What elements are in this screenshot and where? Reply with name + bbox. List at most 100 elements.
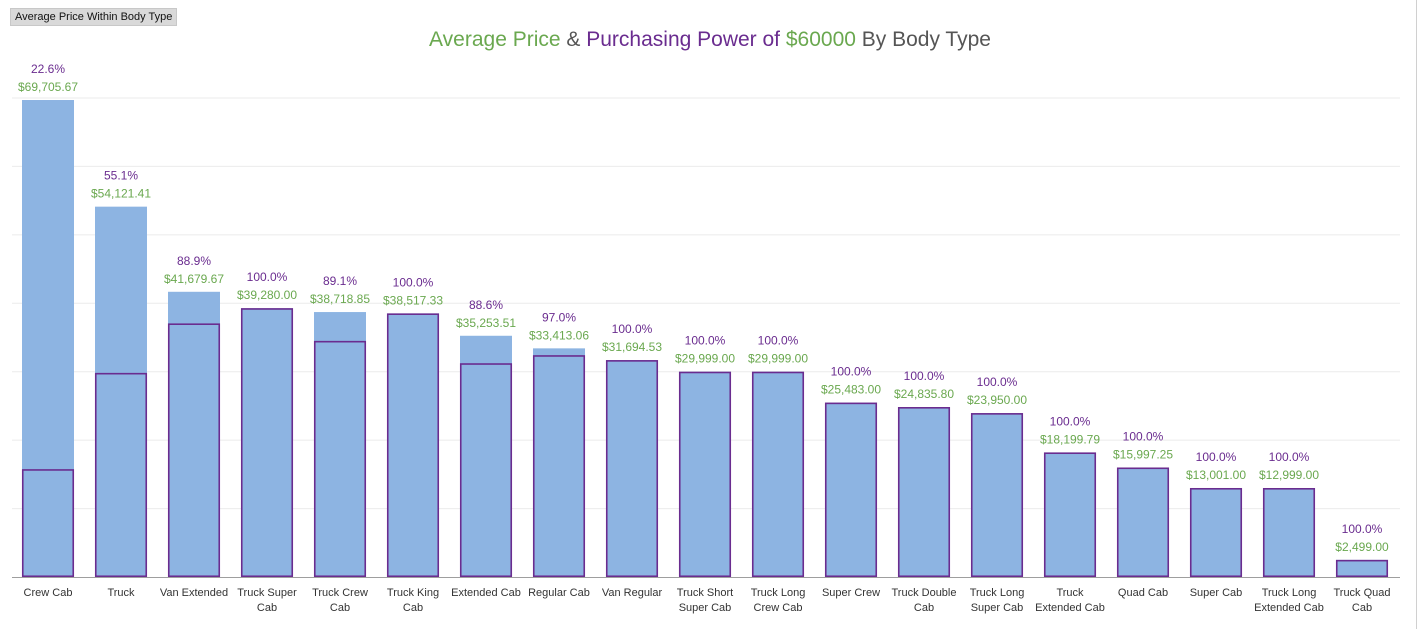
category-tick-label: Cab bbox=[330, 602, 350, 614]
purchasing-power-outline bbox=[751, 371, 805, 578]
category-tick-label: Truck Long bbox=[970, 587, 1025, 599]
purchasing-power-outline bbox=[1116, 467, 1170, 578]
sheet-tab-label[interactable]: Average Price Within Body Type bbox=[10, 8, 178, 26]
price-bar bbox=[1117, 467, 1169, 577]
category-tick-label: Truck Short bbox=[677, 587, 733, 599]
category-tick-label: Truck Super bbox=[237, 587, 297, 599]
purchasing-power-outline bbox=[1189, 487, 1243, 578]
purchasing-power-outline bbox=[386, 313, 440, 578]
price-bar bbox=[1263, 488, 1315, 577]
category-tick-label: Cab bbox=[257, 602, 277, 614]
price-data-label: $23,950.00 bbox=[967, 393, 1027, 407]
category-tick-label: Extended Cab bbox=[451, 587, 521, 599]
purchasing-power-outline bbox=[1043, 452, 1097, 578]
price-bar bbox=[22, 100, 74, 577]
price-data-label: $2,499.00 bbox=[1335, 540, 1389, 554]
percent-data-label: 100.0% bbox=[247, 270, 288, 284]
percent-data-label: 88.9% bbox=[177, 254, 211, 268]
price-data-label: $13,001.00 bbox=[1186, 468, 1246, 482]
price-data-label: $35,253.51 bbox=[456, 316, 516, 330]
price-bar bbox=[314, 312, 366, 577]
title-average-price: Average Price bbox=[429, 28, 561, 51]
percent-data-label: 22.6% bbox=[31, 62, 65, 76]
title-budget-amount: $60000 bbox=[785, 28, 856, 51]
percent-data-label: 100.0% bbox=[758, 334, 799, 348]
price-data-label: $12,999.00 bbox=[1259, 468, 1319, 482]
category-tick-label: Super Cab bbox=[679, 602, 732, 614]
purchasing-power-outline bbox=[240, 308, 294, 578]
purchasing-power-outline bbox=[1262, 487, 1316, 578]
percent-data-label: 100.0% bbox=[1342, 522, 1383, 536]
price-data-label: $38,517.33 bbox=[383, 293, 443, 307]
percent-data-label: 100.0% bbox=[393, 275, 434, 289]
percent-data-label: 97.0% bbox=[542, 310, 576, 324]
percent-data-label: 100.0% bbox=[612, 322, 653, 336]
price-bar bbox=[679, 371, 731, 577]
title-by-body-type: By Body Type bbox=[855, 28, 991, 51]
price-bar bbox=[1336, 559, 1388, 577]
price-data-label: $29,999.00 bbox=[748, 352, 808, 366]
price-data-label: $38,718.85 bbox=[310, 292, 370, 306]
category-tick-label: Van Regular bbox=[602, 587, 663, 599]
price-bar bbox=[971, 413, 1023, 577]
category-tick-label: Cab bbox=[1352, 602, 1372, 614]
category-tick-label: Truck Long bbox=[751, 587, 806, 599]
pane-divider bbox=[1416, 0, 1417, 629]
price-data-label: $33,413.06 bbox=[529, 328, 589, 342]
purchasing-power-outline bbox=[21, 469, 75, 578]
price-bar bbox=[898, 407, 950, 577]
percent-data-label: 100.0% bbox=[1050, 414, 1091, 428]
category-tick-label: Truck Double bbox=[891, 587, 956, 599]
price-data-label: $18,199.79 bbox=[1040, 432, 1100, 446]
category-tick-label: Super Crew bbox=[822, 587, 880, 599]
purchasing-power-outline bbox=[532, 355, 586, 578]
price-data-label: $41,679.67 bbox=[164, 272, 224, 286]
price-bar bbox=[752, 371, 804, 577]
purchasing-power-outline bbox=[970, 413, 1024, 578]
category-tick-label: Cab bbox=[914, 602, 934, 614]
purchasing-power-outline bbox=[1335, 559, 1389, 578]
category-tick-label: Truck King bbox=[387, 587, 439, 599]
purchasing-power-outline bbox=[459, 363, 513, 578]
percent-data-label: 100.0% bbox=[1123, 430, 1164, 444]
percent-data-label: 55.1% bbox=[104, 169, 138, 183]
category-tick-label: Crew Cab bbox=[754, 602, 803, 614]
price-bar bbox=[1190, 488, 1242, 577]
purchasing-power-outline bbox=[167, 323, 221, 578]
price-data-label: $29,999.00 bbox=[675, 352, 735, 366]
title-ampersand: & bbox=[560, 28, 587, 51]
percent-data-label: 88.6% bbox=[469, 298, 503, 312]
price-data-label: $24,835.80 bbox=[894, 387, 954, 401]
category-tick-label: Truck bbox=[107, 587, 135, 599]
percent-data-label: 100.0% bbox=[977, 375, 1018, 389]
price-data-label: $39,280.00 bbox=[237, 288, 297, 302]
purchasing-power-outline bbox=[897, 407, 951, 578]
category-tick-label: Truck Quad bbox=[1333, 587, 1390, 599]
percent-data-label: 100.0% bbox=[1196, 450, 1237, 464]
purchasing-power-outline bbox=[313, 340, 367, 578]
chart-title: Average Price & Purchasing Power of $600… bbox=[0, 28, 1420, 52]
category-tick-label: Regular Cab bbox=[528, 587, 590, 599]
category-tick-label: Super Cab bbox=[1190, 587, 1243, 599]
category-tick-label: Van Extended bbox=[160, 587, 228, 599]
price-data-label: $54,121.41 bbox=[91, 187, 151, 201]
price-bar bbox=[606, 360, 658, 577]
percent-data-label: 100.0% bbox=[685, 334, 726, 348]
price-data-label: $31,694.53 bbox=[602, 340, 662, 354]
purchasing-power-outline bbox=[605, 360, 659, 578]
percent-data-label: 100.0% bbox=[904, 369, 945, 383]
price-data-label: $25,483.00 bbox=[821, 383, 881, 397]
price-bar bbox=[1044, 452, 1096, 577]
category-tick-label: Extended Cab bbox=[1035, 602, 1105, 614]
price-bar bbox=[533, 348, 585, 577]
category-tick-label: Crew Cab bbox=[24, 587, 73, 599]
price-bar bbox=[241, 308, 293, 577]
category-tick-label: Super Cab bbox=[971, 602, 1024, 614]
percent-data-label: 100.0% bbox=[831, 365, 872, 379]
price-bar bbox=[825, 402, 877, 577]
category-tick-label: Truck bbox=[1056, 587, 1084, 599]
purchasing-power-outline bbox=[94, 372, 148, 578]
percent-data-label: 100.0% bbox=[1269, 450, 1310, 464]
price-bar bbox=[460, 335, 512, 577]
